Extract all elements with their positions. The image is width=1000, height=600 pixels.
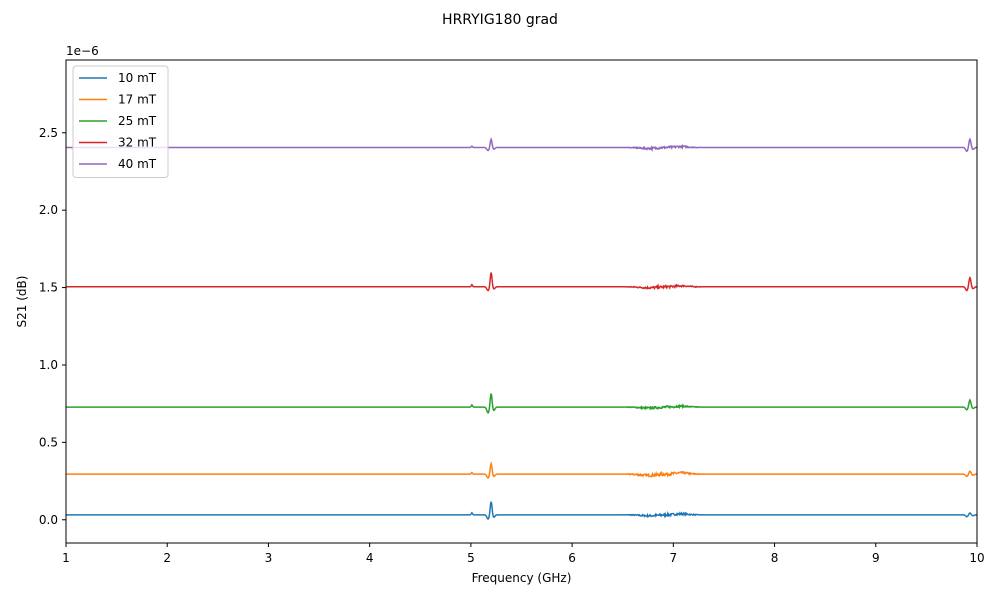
legend-label: 25 mT — [118, 114, 157, 128]
x-tick-label: 1 — [62, 551, 70, 565]
legend-label: 10 mT — [118, 71, 157, 85]
x-tick-label: 7 — [670, 551, 678, 565]
y-tick-label: 1.5 — [39, 281, 58, 295]
chart-title: HRRYIG180 grad — [442, 12, 558, 28]
y-axis: 0.0 0.5 1.0 1.5 2.0 2.5 — [39, 126, 66, 527]
plot-area-frame — [65, 59, 978, 544]
legend: 10 mT 17 mT 25 mT 32 mT 40 mT — [72, 65, 169, 178]
y-scale-label: 1e−6 — [66, 44, 99, 58]
series-line-4 — [66, 272, 978, 292]
x-tick-label: 9 — [872, 551, 880, 565]
series-group — [66, 137, 978, 520]
x-tick-label: 8 — [771, 551, 779, 565]
series-line-2 — [66, 461, 978, 479]
x-tick-label: 2 — [163, 551, 171, 565]
y-tick-label: 2.0 — [39, 203, 58, 217]
y-tick-label: 0.0 — [39, 513, 58, 527]
legend-label: 17 mT — [118, 93, 157, 107]
y-tick-label: 2.5 — [39, 126, 58, 140]
y-tick-label: 0.5 — [39, 435, 58, 449]
x-tick-label: 3 — [265, 551, 273, 565]
x-tick-label: 10 — [969, 551, 984, 565]
x-tick-label: 6 — [568, 551, 576, 565]
legend-box — [72, 65, 169, 178]
series-line-3 — [66, 393, 978, 415]
legend-label: 32 mT — [118, 136, 157, 150]
series-line-1 — [66, 501, 978, 520]
y-tick-label: 1.0 — [39, 358, 58, 372]
x-axis: 1 2 3 4 5 6 7 8 9 10 — [62, 543, 985, 565]
x-tick-label: 4 — [366, 551, 374, 565]
x-axis-label: Frequency (GHz) — [472, 571, 572, 585]
series-line-5 — [66, 137, 978, 153]
y-axis-label: S21 (dB) — [15, 276, 29, 328]
x-tick-label: 5 — [467, 551, 475, 565]
legend-label: 40 mT — [118, 157, 157, 171]
